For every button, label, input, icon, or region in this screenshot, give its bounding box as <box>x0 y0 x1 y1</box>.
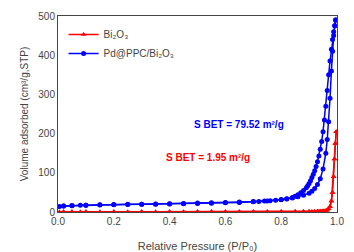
svg-text:0: 0 <box>49 207 55 218</box>
svg-text:Relative Pressure (P/P₀): Relative Pressure (P/P₀) <box>138 240 258 252</box>
svg-text:Bi₂O₃: Bi₂O₃ <box>104 29 129 40</box>
svg-text:0.4: 0.4 <box>163 216 177 227</box>
svg-text:0.2: 0.2 <box>107 216 121 227</box>
svg-text:Volume adsorbed (cm³/g,STP): Volume adsorbed (cm³/g,STP) <box>19 47 30 182</box>
svg-text:0.6: 0.6 <box>218 216 232 227</box>
svg-text:100: 100 <box>38 167 55 178</box>
svg-text:300: 300 <box>38 89 55 100</box>
svg-text:1.0: 1.0 <box>330 216 344 227</box>
svg-text:0.0: 0.0 <box>51 216 65 227</box>
svg-text:500: 500 <box>38 11 55 22</box>
svg-text:S BET = 79.52 m²/g: S BET = 79.52 m²/g <box>194 119 284 130</box>
svg-text:S BET = 1.95 m²/g: S BET = 1.95 m²/g <box>166 152 250 163</box>
svg-text:400: 400 <box>38 50 55 61</box>
svg-text:0.8: 0.8 <box>274 216 288 227</box>
svg-text:Pd@PPC/Bi₂O₃: Pd@PPC/Bi₂O₃ <box>104 48 174 59</box>
svg-text:200: 200 <box>38 128 55 139</box>
